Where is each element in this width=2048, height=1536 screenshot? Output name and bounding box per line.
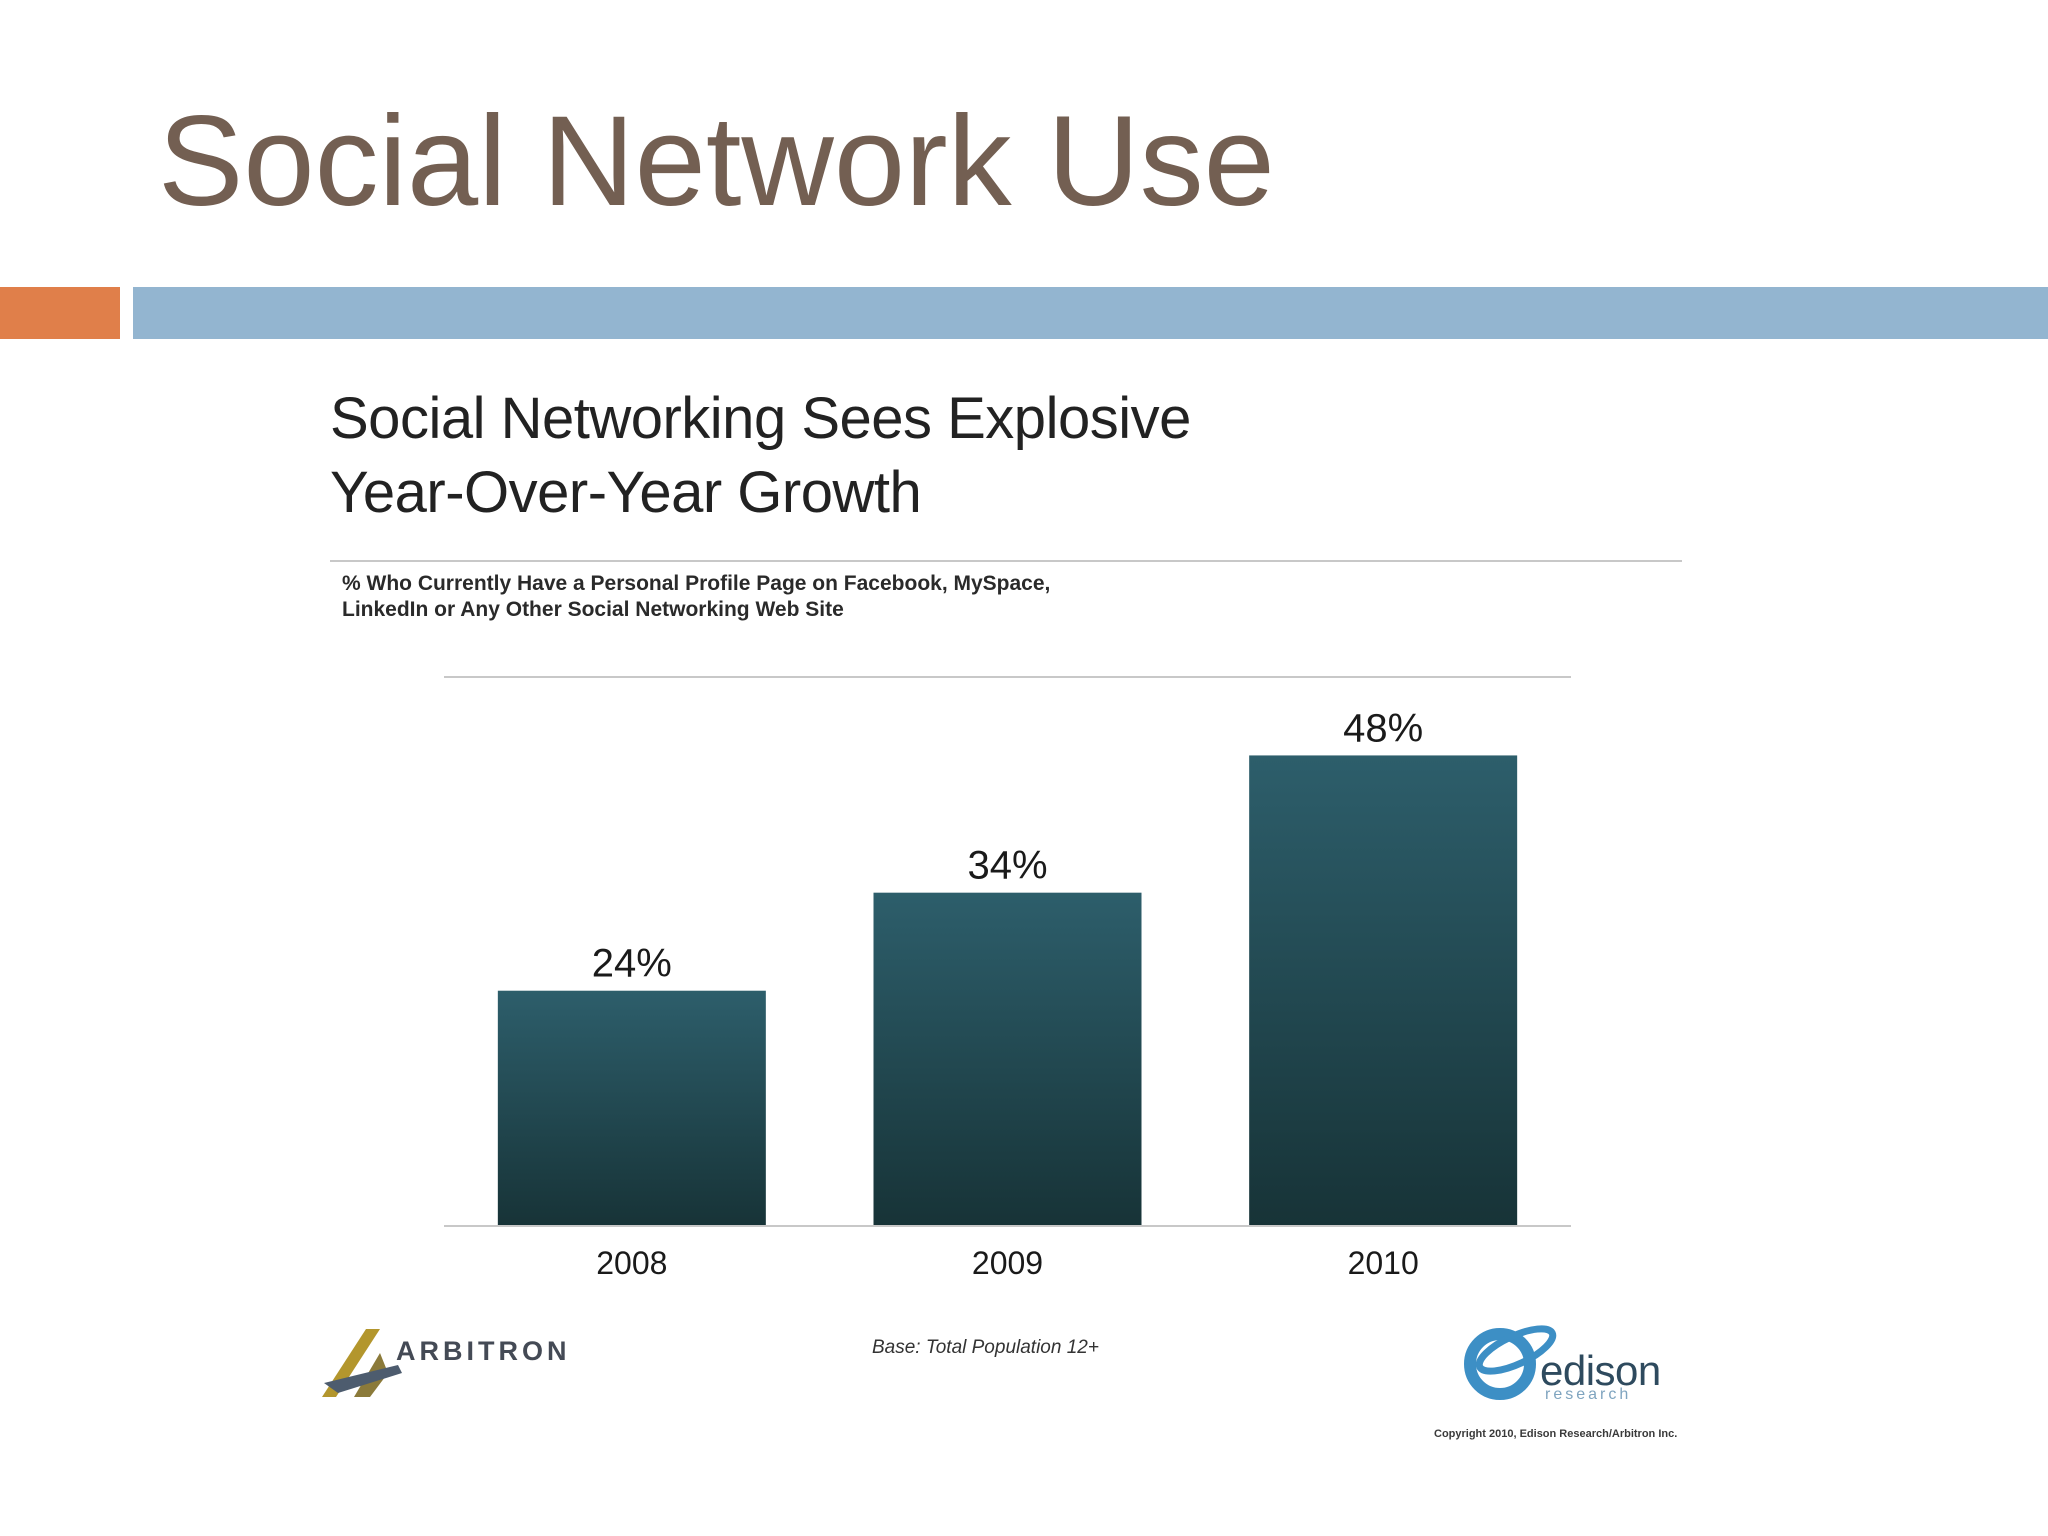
data-label-2010: 48% <box>1343 706 1423 750</box>
edison-logo-icon <box>1464 1325 1557 1400</box>
chart-subtitle-line-1: % Who Currently Have a Personal Profile … <box>342 572 1051 595</box>
bar-2009 <box>873 892 1142 1226</box>
edison-logo-subtext: research <box>1545 1386 1632 1403</box>
copyright-note: Copyright 2010, Edison Research/Arbitron… <box>1434 1428 1678 1440</box>
x-tick-label-2010: 2010 <box>1348 1245 1419 1281</box>
x-tick-label-2009: 2009 <box>972 1245 1043 1281</box>
edison-logo-text: edison <box>1540 1347 1661 1394</box>
arbitron-logo-icon <box>322 1329 402 1397</box>
bar-2010 <box>1249 755 1518 1226</box>
accent-bar-orange <box>0 287 120 339</box>
slide-title: Social Network Use <box>158 90 1275 233</box>
chart-title-line-1: Social Networking Sees Explosive <box>330 386 1191 451</box>
chart-title-divider <box>330 560 1682 562</box>
chart-subtitle: % Who Currently Have a Personal Profile … <box>342 571 1050 623</box>
chart-subtitle-line-2: LinkedIn or Any Other Social Networking … <box>342 598 844 621</box>
accent-bar-blue <box>133 287 2048 339</box>
base-note: Base: Total Population 12+ <box>872 1337 1099 1358</box>
data-label-2009: 34% <box>967 844 1047 888</box>
bar-chart: 24% 2008 34% 2009 48% 2010 <box>444 676 1571 1281</box>
bar-2008 <box>497 990 766 1226</box>
chart-title: Social Networking Sees Explosive Year-Ov… <box>330 382 1191 530</box>
chart-title-line-2: Year-Over-Year Growth <box>330 460 922 525</box>
data-label-2008: 24% <box>592 942 672 986</box>
arbitron-logo-text: ARBITRON <box>396 1336 571 1366</box>
x-tick-label-2008: 2008 <box>596 1245 667 1281</box>
